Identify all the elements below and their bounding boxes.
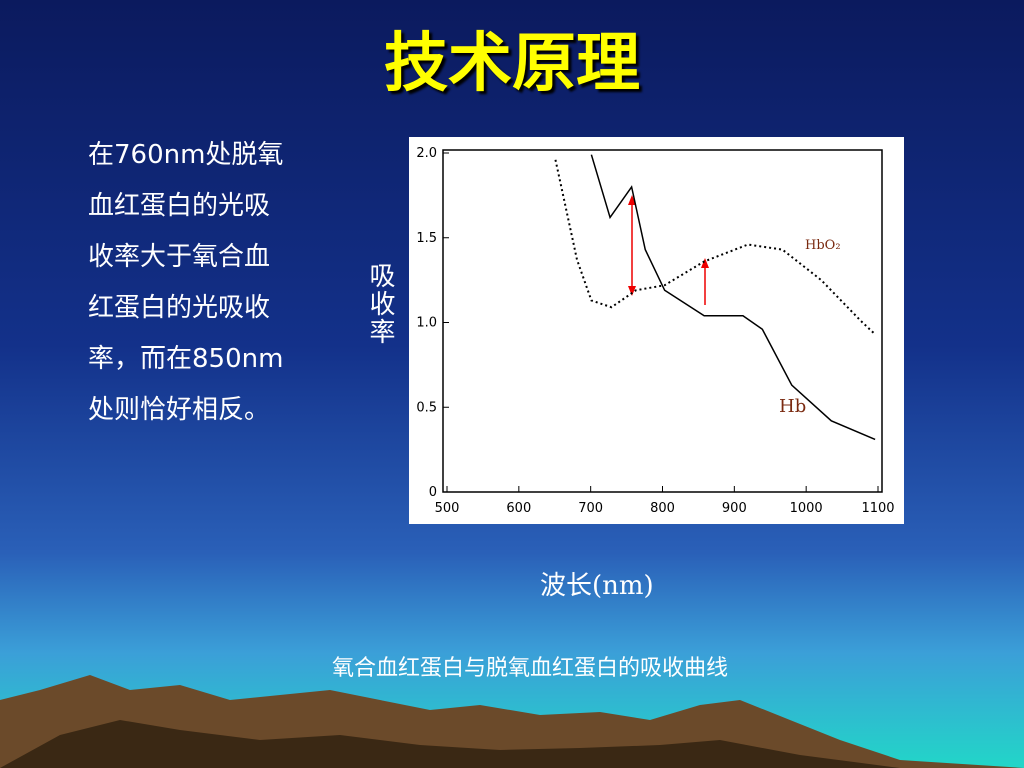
x-tick-label: 500 — [435, 501, 460, 516]
x-tick-label: 900 — [722, 501, 747, 516]
chart: 500 600 700 800 900 1000 1100 0 0.5 1.0 1.5 2.0 Hb Hb… — [409, 137, 904, 524]
y-tick-label: 1.0 — [416, 316, 437, 331]
arrow-head — [628, 195, 636, 205]
x-tick-label: 1100 — [861, 501, 894, 516]
arrow-head — [701, 258, 709, 268]
body-text: 在760nm处脱氧 血红蛋白的光吸 收率大于氧合血 红蛋白的光吸收 率，而在850nm 处… — [88, 130, 283, 436]
body-line: 处则恰好相反。 — [88, 395, 271, 425]
x-tick-label: 700 — [578, 501, 603, 516]
body-line: 收率大于氧合血 — [88, 242, 271, 272]
y-tick-label: 2.0 — [416, 146, 437, 161]
x-tick-label: 600 — [506, 501, 531, 516]
caption: 氧合血红蛋白与脱氧血红蛋白的吸收曲线 — [331, 656, 728, 681]
body-line: 在760nm处脱氧 — [88, 140, 284, 170]
series-line — [590, 154, 876, 441]
y-tick-label: 0 — [429, 485, 437, 500]
y-tick-label: 1.5 — [416, 231, 437, 246]
x-axis-label: 波长(nm) — [540, 571, 654, 601]
x-tick-label: 800 — [650, 501, 675, 516]
y-tick-label: 0.5 — [416, 400, 437, 415]
title: 技术原理 — [384, 26, 640, 101]
x-tick-label: 1000 — [790, 501, 823, 516]
body-line: 率，而在850nm — [88, 344, 284, 374]
series-label: Hb — [779, 396, 806, 417]
chart-background — [409, 137, 904, 524]
y-axis-label: 吸收率 — [365, 262, 395, 346]
series-label: HbO₂ — [805, 238, 841, 253]
body-line: 血红蛋白的光吸 — [88, 191, 271, 221]
arrow-head — [628, 286, 636, 296]
body-line: 红蛋白的光吸收 — [88, 293, 271, 323]
